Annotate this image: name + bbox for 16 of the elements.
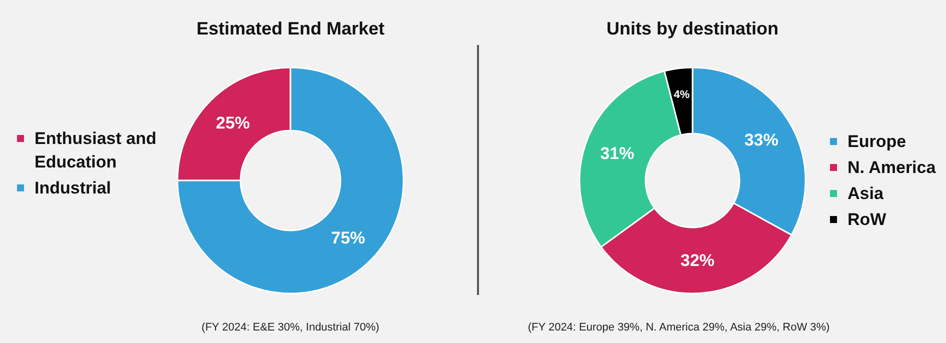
data-label: 32% [680,250,715,270]
data-label: 4% [674,89,690,102]
legend-label: Europe [848,132,906,151]
legend-label: Asia [848,184,884,203]
text: (FY 2024: E&E 30%, Industrial 70%) [202,322,380,334]
chart-title: Estimated End Market [196,18,385,38]
legend-label: Enthusiast and Education [34,129,156,172]
legend-label: N. America [848,158,936,177]
text: (FY 2024: Europe 39%, N. America 29%, Asia 29%, RoW 3%) [528,322,830,334]
legend-label: RoW [848,210,888,229]
data-label: 33% [744,130,778,150]
chart-title: Units by destination [606,18,779,38]
data-label: 75% [331,228,366,248]
data-label: 31% [600,144,634,163]
data-label: 25% [216,113,250,132]
legend-label: Industrial [34,178,112,198]
